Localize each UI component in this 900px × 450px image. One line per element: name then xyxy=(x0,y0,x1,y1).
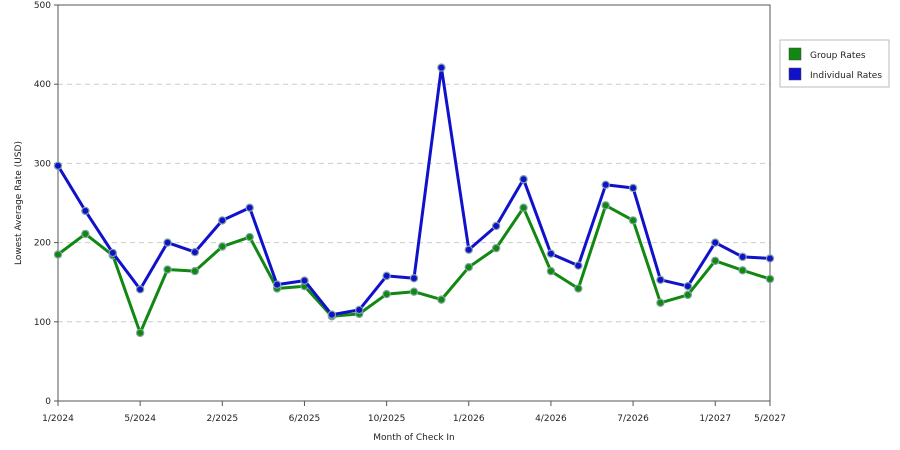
data-point-individual-rates xyxy=(765,254,775,263)
x-tick-label: 5/2027 xyxy=(754,414,786,424)
data-point-individual-rates xyxy=(601,180,610,189)
x-tick-label: 5/2024 xyxy=(124,414,156,424)
data-point-individual-rates xyxy=(683,281,693,291)
x-tick-label: 7/2026 xyxy=(617,414,649,424)
y-axis-title: Lowest Average Rate (USD) xyxy=(14,141,24,265)
data-point-group-rates xyxy=(163,265,172,274)
data-point-individual-rates xyxy=(437,63,446,72)
x-axis: 1/2024 5/2024 2/2025 6/2025 10/2025 1/2026 4/2… xyxy=(42,401,786,424)
data-point-individual-rates xyxy=(574,261,583,270)
x-tick-label: 1/2026 xyxy=(453,414,485,424)
data-point-individual-rates xyxy=(519,175,528,184)
plot-area xyxy=(57,4,771,402)
data-point-individual-rates xyxy=(738,252,747,262)
data-point-group-rates xyxy=(574,284,583,293)
data-point-individual-rates xyxy=(327,310,337,319)
legend-swatch xyxy=(788,67,802,81)
data-point-individual-rates xyxy=(711,238,720,247)
data-point-individual-rates xyxy=(546,249,556,258)
data-point-group-rates xyxy=(519,203,528,212)
x-tick-label: 1/2027 xyxy=(699,414,731,424)
data-point-group-rates xyxy=(135,328,145,338)
data-point-individual-rates xyxy=(272,280,282,289)
data-point-group-rates xyxy=(683,290,693,300)
y-tick-label: 500 xyxy=(34,1,51,11)
data-point-individual-rates xyxy=(108,248,117,258)
x-axis-title: Month of Check In xyxy=(373,433,455,443)
data-point-individual-rates xyxy=(300,276,309,285)
data-point-individual-rates xyxy=(163,238,172,247)
gridlines xyxy=(58,83,770,323)
y-axis: 0 100 200 300 400 500 xyxy=(34,1,58,407)
data-point-individual-rates xyxy=(218,216,227,225)
x-tick-label: 2/2025 xyxy=(206,414,238,424)
y-tick-label: 300 xyxy=(34,159,51,169)
y-tick-label: 200 xyxy=(34,239,51,249)
data-point-group-rates xyxy=(190,266,200,276)
x-tick-label: 6/2025 xyxy=(289,414,321,424)
data-point-individual-rates xyxy=(355,305,364,315)
data-point-individual-rates xyxy=(382,271,391,281)
data-point-group-rates xyxy=(245,232,254,242)
x-tick-label: 10/2025 xyxy=(368,414,405,424)
data-point-individual-rates xyxy=(245,203,254,212)
x-tick-label: 4/2026 xyxy=(535,414,567,424)
legend: Group Rates Individual Rates xyxy=(779,39,890,88)
data-point-group-rates xyxy=(437,295,446,304)
data-point-group-rates xyxy=(711,256,720,266)
data-point-group-rates xyxy=(218,242,227,251)
data-point-group-rates xyxy=(464,262,473,272)
data-point-individual-rates xyxy=(656,275,665,285)
data-point-group-rates xyxy=(656,298,665,307)
x-tick-label: 1/2024 xyxy=(42,414,74,424)
y-tick-label: 0 xyxy=(45,397,51,407)
data-point-group-rates xyxy=(738,266,747,275)
data-point-group-rates xyxy=(546,266,556,276)
y-tick-label: 100 xyxy=(34,318,51,328)
data-point-individual-rates xyxy=(53,161,63,170)
data-point-individual-rates xyxy=(491,221,501,231)
data-point-group-rates xyxy=(765,274,775,284)
legend-label: Individual Rates xyxy=(810,71,882,81)
data-point-group-rates xyxy=(491,243,501,253)
series-layer xyxy=(53,63,775,338)
data-point-individual-rates xyxy=(628,183,638,193)
data-point-group-rates xyxy=(81,229,90,239)
data-point-group-rates xyxy=(628,216,638,225)
data-point-group-rates xyxy=(601,201,610,210)
data-point-individual-rates xyxy=(464,245,473,254)
data-point-individual-rates xyxy=(409,274,419,283)
data-point-individual-rates xyxy=(190,247,200,257)
data-point-individual-rates xyxy=(135,285,145,294)
data-point-group-rates xyxy=(53,250,63,259)
data-point-individual-rates xyxy=(81,206,90,216)
data-point-group-rates xyxy=(409,287,419,296)
legend-label: Group Rates xyxy=(810,51,866,61)
data-point-group-rates xyxy=(382,289,391,299)
y-tick-label: 400 xyxy=(34,80,51,90)
legend-swatch xyxy=(788,47,802,61)
